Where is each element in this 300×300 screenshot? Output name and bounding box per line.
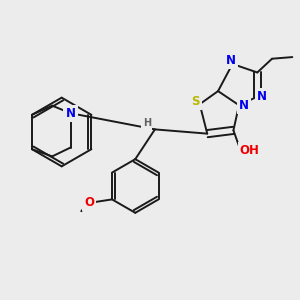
Text: S: S: [192, 95, 200, 108]
Text: N: N: [257, 90, 267, 103]
Text: N: N: [226, 53, 236, 67]
Text: N: N: [239, 99, 249, 112]
Text: O: O: [84, 196, 94, 208]
Text: OH: OH: [240, 144, 260, 157]
Text: N: N: [65, 107, 76, 120]
Text: H: H: [143, 118, 151, 128]
